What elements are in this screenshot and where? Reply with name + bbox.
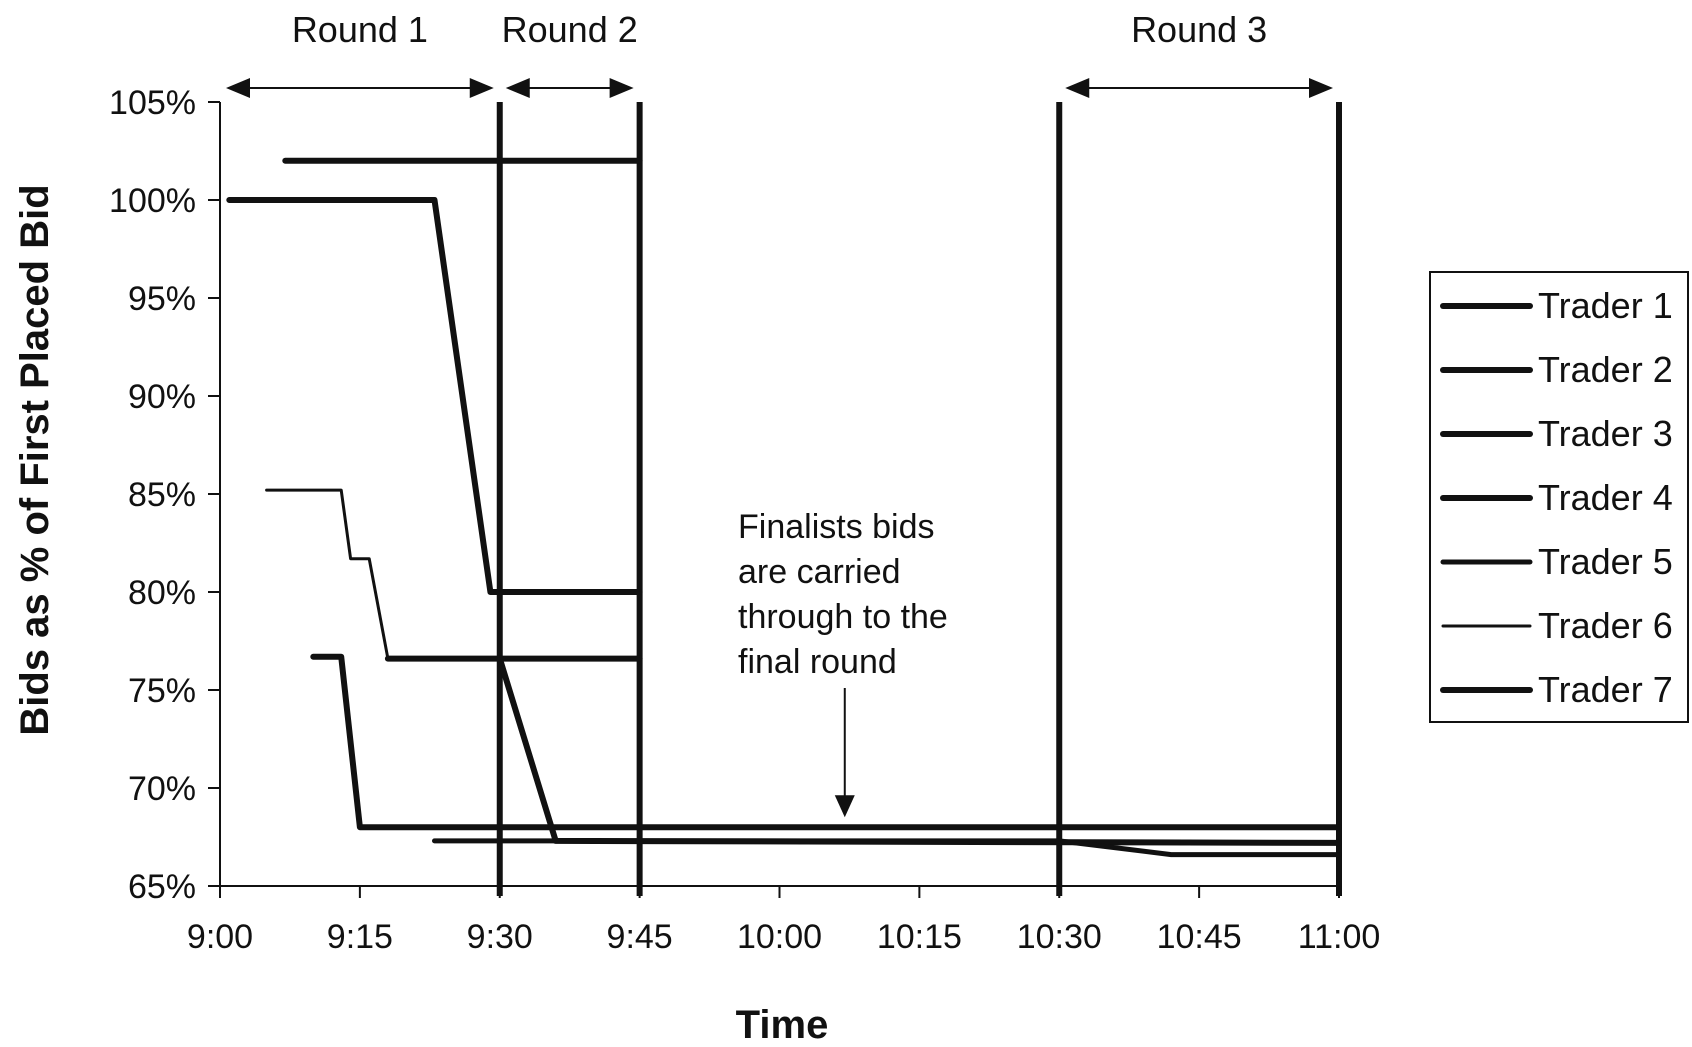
round-boundaries (496, 102, 1342, 896)
x-tick-label: 9:45 (607, 918, 673, 956)
round-marker-3: Round 3 (1065, 9, 1333, 98)
legend-label: Trader 1 (1538, 285, 1673, 326)
annotation-line-1: Finalists bids (738, 508, 935, 546)
annotation-line-4: final round (738, 643, 897, 681)
round-arrow-right-head (469, 78, 494, 98)
y-tick-label: 80% (128, 574, 196, 612)
y-tick-labels: 65% 70% 75% 80% 85% 90% 95% 100% 105% (109, 84, 196, 906)
legend-item-trader-3: Trader 3 (1440, 413, 1673, 454)
y-tick-label: 85% (128, 476, 196, 514)
series-line-trader-5 (432, 838, 1342, 858)
round-markers: Round 1 Round 2 Round 3 (226, 9, 1333, 98)
round-arrow-left-head (505, 78, 530, 98)
legend-label: Trader 4 (1538, 477, 1673, 518)
x-axis (219, 885, 1340, 898)
series-line-trader-6 (265, 488, 642, 661)
x-tick-label: 10:15 (877, 918, 962, 956)
x-tick-label: 11:00 (1298, 918, 1381, 956)
round-arrow-left-head (226, 78, 250, 98)
legend-item-trader-5: Trader 5 (1440, 541, 1673, 582)
x-tick-label: 9:15 (327, 918, 393, 956)
round-marker-1: Round 1 (226, 9, 494, 98)
y-tick-label: 105% (109, 84, 196, 122)
x-tick-label: 10:00 (737, 918, 822, 956)
round-arrow-left-head (1065, 78, 1090, 98)
round-arrow-right-head (1309, 78, 1333, 98)
legend: Trader 1 Trader 2 Trader 3 Trader 4 Trader 5… (1429, 271, 1689, 723)
annotation-line-2: are carried (738, 553, 901, 591)
y-tick-label: 95% (128, 280, 196, 318)
legend-item-trader-6: Trader 6 (1441, 605, 1673, 646)
y-tick-label: 100% (109, 182, 196, 220)
annotation: Finalists bids are carried through to th… (738, 508, 948, 818)
y-axis (208, 101, 221, 887)
legend-item-trader-4: Trader 4 (1440, 477, 1673, 518)
legend-label: Trader 7 (1538, 669, 1673, 710)
round-arrow-right-head (609, 78, 634, 98)
series-line-trader-3 (310, 653, 1342, 831)
annotation-line-3: through to the (738, 598, 948, 636)
y-tick-label: 70% (128, 770, 196, 808)
annotation-arrow (834, 688, 855, 818)
legend-item-trader-1: Trader 1 (1440, 285, 1673, 326)
series-line-trader-1 (226, 197, 643, 595)
legend-label: Trader 3 (1538, 413, 1673, 454)
y-tick-label: 90% (128, 378, 196, 416)
x-tick-label: 10:45 (1157, 918, 1242, 956)
legend-label: Trader 5 (1538, 541, 1673, 582)
round-label: Round 1 (292, 9, 428, 50)
x-tick-label: 9:00 (187, 918, 253, 956)
round-label: Round 3 (1131, 9, 1267, 50)
y-tick-label: 65% (128, 868, 196, 906)
series-line-trader-4 (384, 655, 1342, 846)
legend-label: Trader 2 (1538, 349, 1673, 390)
x-tick-label: 10:30 (1017, 918, 1102, 956)
annotation-arrow-head (834, 795, 855, 818)
legend-item-trader-7: Trader 7 (1440, 669, 1673, 710)
legend-item-trader-2: Trader 2 (1440, 349, 1673, 390)
round-marker-2: Round 2 (502, 9, 638, 98)
x-tick-label: 9:30 (467, 918, 533, 956)
legend-label: Trader 6 (1538, 605, 1673, 646)
series-lines (226, 157, 1342, 858)
x-axis-title: Time (736, 1003, 829, 1047)
round-label: Round 2 (502, 9, 638, 50)
y-axis-title: Bids as % of First Placed Bid (13, 184, 57, 735)
y-tick-label: 75% (128, 672, 196, 710)
x-tick-labels: 9:00 9:15 9:30 9:45 10:00 10:15 10:30 10:45 11:0… (187, 918, 1380, 956)
